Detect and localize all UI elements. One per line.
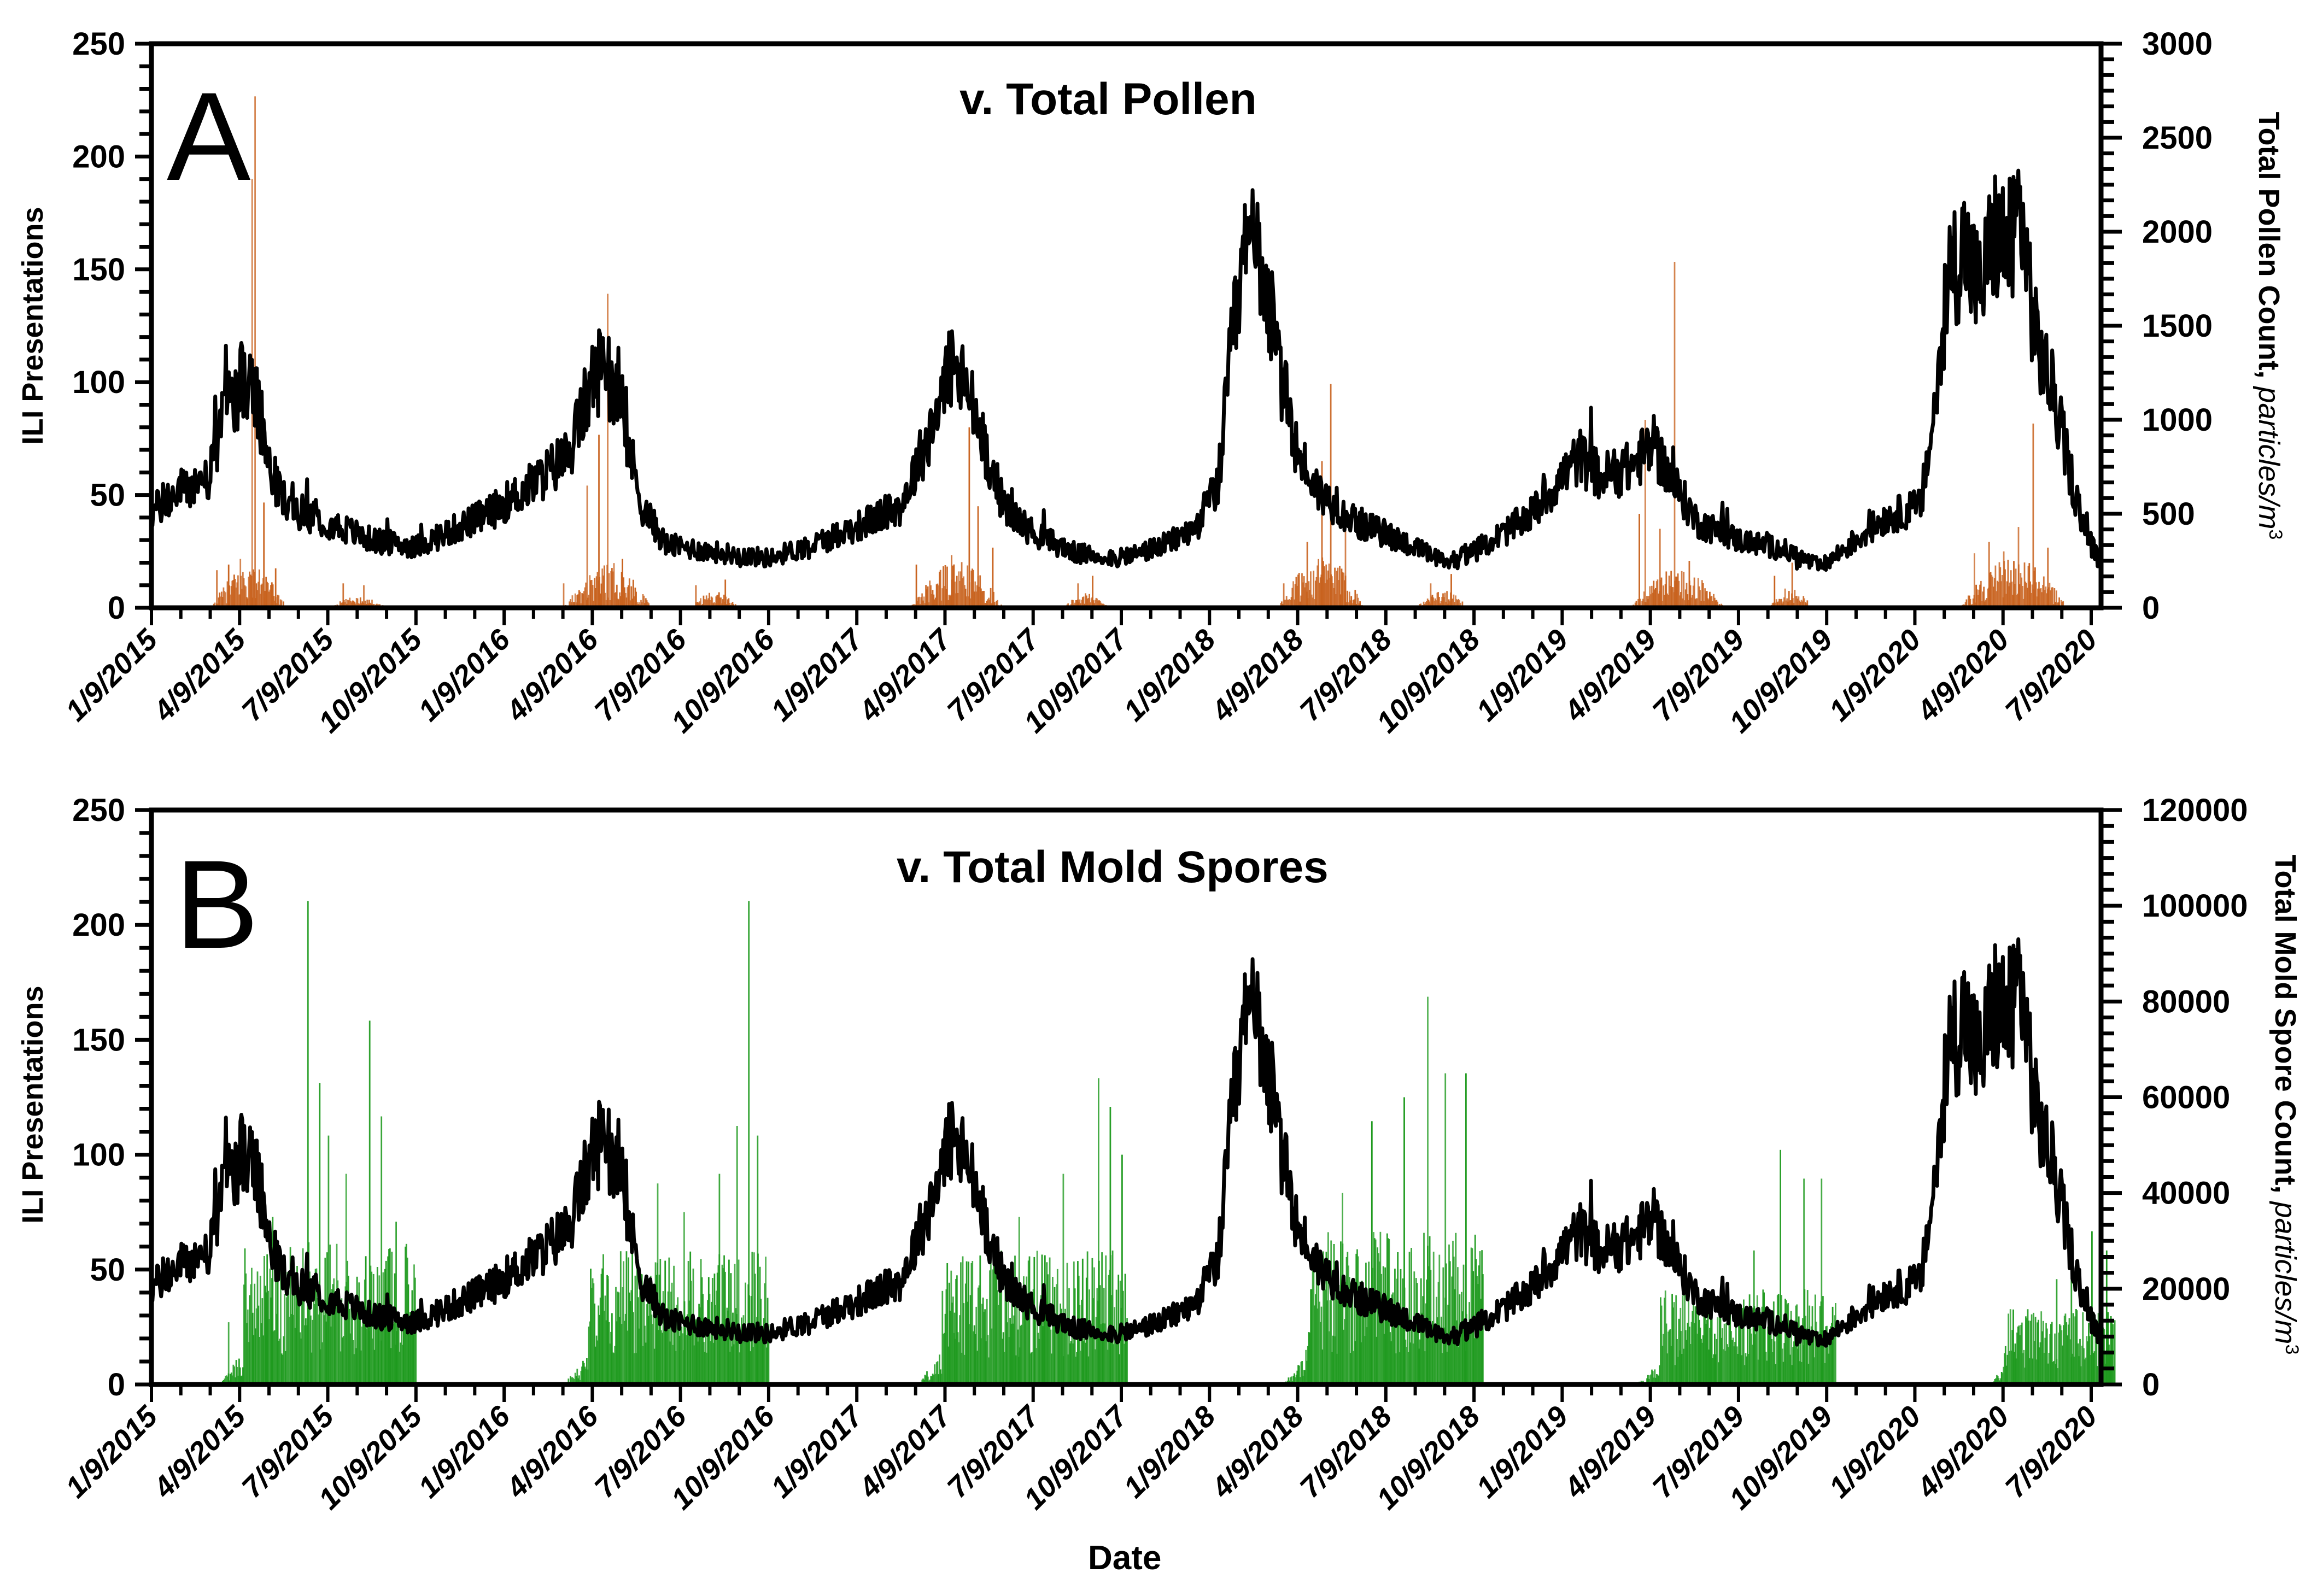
right-y-axis: 0 20000 40000 60000 80000 100000 120000 [2101, 793, 2248, 1403]
x-tick-label: 4/9/2020 [1910, 623, 2015, 728]
left-y-axis: 0 50 100 150 200 250 [72, 793, 151, 1403]
x-tick-label: 4/9/2019 [1558, 623, 1663, 728]
x-tick-label: 4/9/2017 [852, 1399, 958, 1505]
plot-frame [149, 807, 2104, 1387]
x-tick-label: 1/9/2019 [1470, 623, 1575, 727]
x-tick-label: 1/9/2020 [1823, 623, 1927, 727]
right-tick-label: 60000 [2142, 1080, 2230, 1116]
left-tick-label: 150 [72, 1022, 125, 1058]
panel-a-left-axis-label: ILI Presentations [16, 207, 49, 445]
left-tick-label: 250 [72, 793, 125, 828]
x-tick-label: 4/9/2015 [147, 1399, 252, 1504]
x-axis: 1/9/20154/9/20157/9/201510/9/20151/9/201… [59, 608, 2103, 739]
panel-b-title: v. Total Mold Spores [897, 842, 1329, 892]
right-tick-label: 3000 [2142, 26, 2213, 62]
x-tick-label: 4/9/2018 [1205, 623, 1310, 728]
plot-area [149, 807, 2116, 1387]
x-tick-label: 4/9/2017 [852, 622, 958, 728]
x-tick-label: 1/9/2016 [412, 1399, 517, 1504]
panel-b-plot: 0 50 100 150 200 250 0 20000 40000 60000 80000 1000… [59, 793, 2248, 1516]
left-tick-label: 100 [72, 1137, 125, 1173]
right-tick-label: 2500 [2142, 120, 2213, 156]
right-tick-label: 120000 [2142, 793, 2248, 828]
left-tick-label: 150 [72, 252, 125, 287]
left-tick-label: 250 [72, 26, 125, 62]
panel-b-letter: B [175, 834, 259, 975]
left-tick-label: 200 [72, 907, 125, 943]
panel-b-left-axis-label: ILI Presentations [16, 985, 49, 1224]
right-tick-label: 100000 [2142, 888, 2248, 924]
panel-a-plot: 0501001502002500500100015002000250030001… [59, 26, 2213, 739]
x-axis-label: Date [1088, 1539, 1162, 1577]
x-tick-label: 4/9/2020 [1910, 1400, 2015, 1505]
panel-b-mold-chart: 0 50 100 150 200 250 0 20000 40000 60000 80000 1000… [0, 765, 2317, 1596]
ili-line [149, 937, 2102, 1348]
x-tick-label: 1/9/2017 [765, 622, 870, 727]
left-tick-label: 50 [90, 1252, 125, 1288]
x-tick-label: 1/9/2018 [1117, 1400, 1222, 1504]
x-tick-label: 7/9/2020 [1999, 623, 2103, 727]
left-tick-label: 0 [108, 590, 125, 626]
x-tick-label: 4/9/2018 [1205, 1400, 1310, 1505]
right-tick-label: 20000 [2142, 1271, 2230, 1307]
x-tick-label: 1/9/2015 [59, 623, 164, 727]
right-tick-label: 0 [2142, 1367, 2160, 1403]
bar-series [211, 96, 2069, 608]
right-tick-label: 80000 [2142, 984, 2230, 1019]
panel-a-pollen-chart: 0 50 100 150 200 250 0 500 1000 1500 2000 2500 3000 1… [0, 0, 2317, 787]
right-tick-label: 1000 [2142, 402, 2213, 438]
right-tick-label: 0 [2142, 590, 2160, 626]
x-tick-label: 1/9/2017 [765, 1399, 870, 1504]
right-y-axis: 0 500 1000 1500 2000 2500 3000 [2101, 26, 2213, 626]
x-tick-label: 1/9/2020 [1823, 1400, 1927, 1504]
panel-b-right-axis-label: Total Mold Spore Count, particles/m3 [2269, 854, 2302, 1355]
x-tick-label: 1/9/2016 [412, 623, 517, 727]
right-tick-label: 1500 [2142, 308, 2213, 344]
left-y-axis: 0 50 100 150 200 250 [72, 26, 151, 626]
x-tick-label: 1/9/2015 [59, 1399, 164, 1504]
x-tick-label: 4/9/2015 [147, 623, 252, 727]
x-axis: 1/9/20154/9/20157/9/201510/9/20151/9/201… [59, 1384, 2103, 1516]
left-tick-label: 50 [90, 478, 125, 513]
x-tick-label: 1/9/2019 [1470, 1400, 1575, 1504]
left-tick-label: 0 [108, 1367, 125, 1403]
plot-frame [149, 41, 2104, 611]
right-tick-label: 2000 [2142, 214, 2213, 250]
left-tick-label: 100 [72, 365, 125, 400]
x-tick-label: 4/9/2019 [1558, 1400, 1663, 1505]
panel-a-right-axis-label: Total Pollen Count, particles/m3 [2252, 112, 2286, 540]
left-tick-label: 200 [72, 139, 125, 174]
panel-a-title: v. Total Pollen [959, 74, 1257, 124]
x-tick-label: 1/9/2018 [1117, 623, 1222, 727]
x-tick-label: 4/9/2016 [500, 1399, 605, 1504]
x-tick-label: 7/9/2020 [1999, 1400, 2103, 1504]
plot-area [149, 41, 2104, 611]
panel-a-letter: A [167, 66, 251, 207]
right-tick-label: 40000 [2142, 1176, 2230, 1211]
right-tick-label: 500 [2142, 496, 2195, 532]
x-tick-label: 4/9/2016 [500, 623, 605, 727]
ili-line [149, 168, 2102, 572]
